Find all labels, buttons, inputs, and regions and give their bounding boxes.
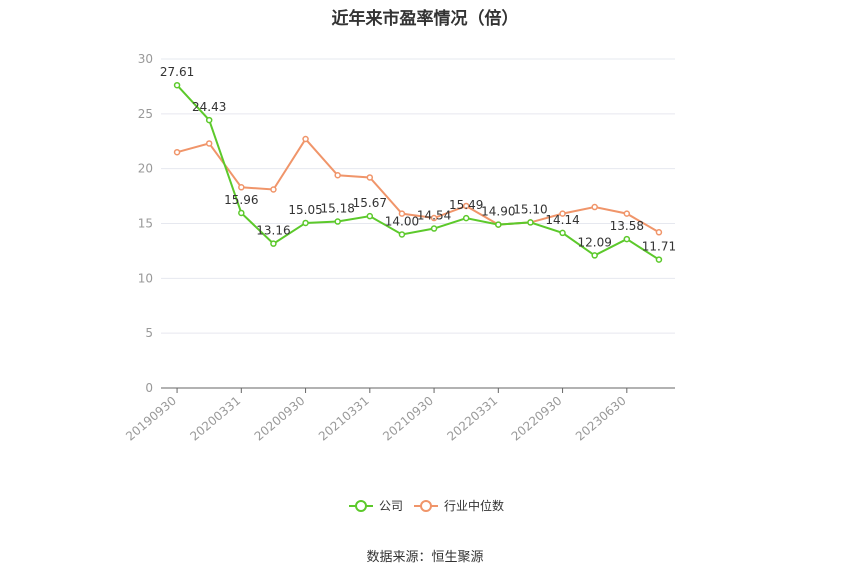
x-tick-label: 20230630: [573, 394, 629, 444]
data-point: [238, 209, 245, 217]
y-tick-label: 25: [138, 107, 153, 121]
data-point: [302, 219, 309, 227]
x-tick-label: 20190930: [123, 394, 179, 444]
data-label: 15.18: [321, 202, 355, 216]
data-point: [205, 116, 213, 124]
data-point: [462, 202, 470, 210]
data-point: [366, 174, 374, 181]
y-tick-label: 15: [138, 217, 153, 231]
data-label: 24.43: [192, 100, 226, 114]
data-label: 11.71: [642, 240, 676, 254]
data-point: [173, 148, 181, 156]
legend-marker: [420, 500, 432, 512]
y-tick-label: 5: [145, 326, 153, 340]
data-label: 12.09: [578, 235, 612, 249]
data-label: 27.61: [160, 65, 194, 79]
chart-title: 近年来市盈率情况（倍）: [331, 9, 519, 29]
data-point: [270, 186, 277, 193]
data-point: [430, 214, 438, 222]
legend-label: 公司: [379, 499, 403, 513]
series-line: [176, 84, 660, 261]
legend-label: 行业中位数: [444, 498, 504, 513]
y-tick-label: 10: [138, 271, 153, 285]
data-label: 14.14: [545, 213, 579, 227]
data-point: [623, 235, 631, 243]
data-point: [398, 210, 406, 217]
data-point: [173, 81, 181, 89]
data-label: 15.49: [449, 198, 483, 212]
data-point: [398, 231, 406, 238]
data-label: 14.90: [481, 205, 515, 219]
data-label: 15.96: [224, 193, 258, 207]
x-tick-label: 20200331: [187, 394, 243, 444]
data-point: [559, 210, 566, 217]
data-point: [205, 140, 213, 147]
data-point: [462, 214, 470, 222]
data-label: 15.05: [288, 203, 322, 217]
x-tick-label: 20210331: [316, 394, 372, 444]
data-point: [334, 218, 341, 225]
data-point: [655, 256, 663, 263]
series-line: [176, 137, 660, 234]
x-tick-label: 20210930: [380, 394, 436, 444]
data-point: [334, 171, 341, 179]
data-label: 14.00: [385, 214, 419, 228]
y-tick-label: 0: [145, 381, 153, 395]
x-tick-label: 20200930: [252, 394, 308, 444]
y-tick-label: 30: [138, 52, 153, 66]
x-tick-label: 20220930: [509, 394, 565, 444]
data-point: [495, 221, 502, 228]
data-point: [623, 210, 631, 217]
data-label: 14.54: [417, 209, 451, 223]
data-point: [238, 184, 245, 191]
legend-marker: [355, 500, 367, 512]
y-tick-label: 20: [138, 162, 153, 176]
data-source: 数据来源：恒生聚源: [366, 550, 484, 565]
data-label: 15.10: [513, 202, 547, 216]
data-label: 13.58: [610, 219, 644, 233]
data-point: [655, 229, 663, 236]
data-point: [302, 135, 309, 143]
data-point: [270, 240, 277, 247]
x-tick-label: 20220331: [444, 394, 500, 444]
data-point: [591, 252, 598, 259]
data-point: [527, 219, 534, 226]
data-point: [430, 225, 438, 232]
data-point: [559, 229, 566, 237]
data-label: 15.67: [353, 196, 387, 210]
data-point: [591, 203, 598, 211]
data-label: 13.16: [256, 224, 290, 238]
data-point: [366, 212, 374, 220]
